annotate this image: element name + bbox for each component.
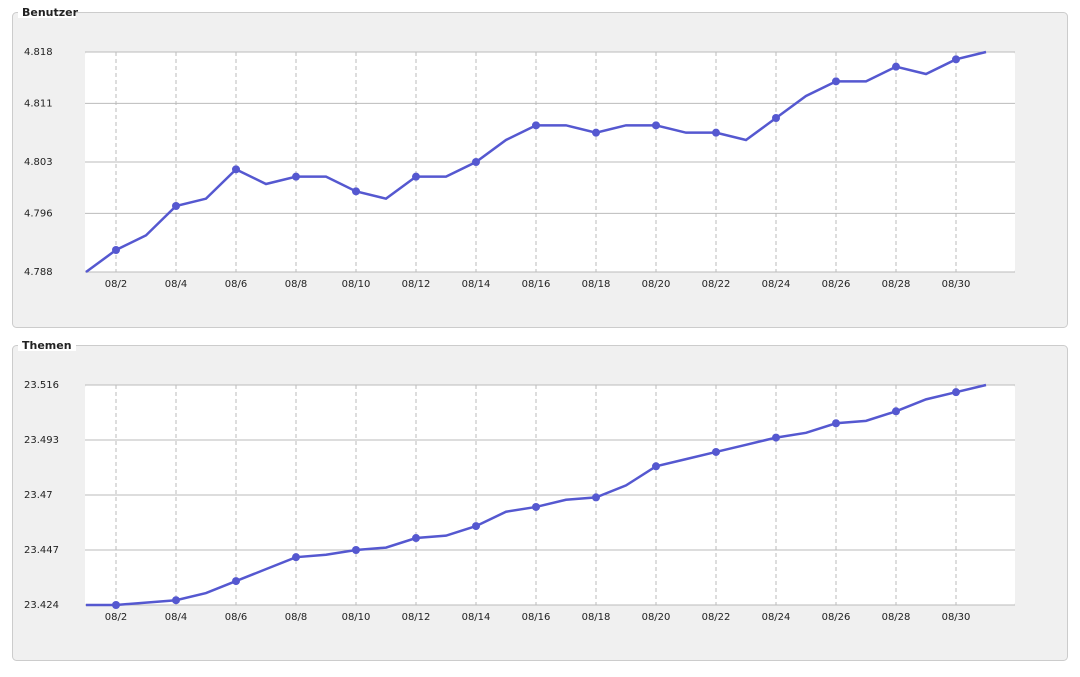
x-tick-label: 08/4 xyxy=(165,279,187,290)
point xyxy=(772,114,780,122)
x-tick-label: 08/22 xyxy=(702,612,731,623)
title-bg xyxy=(18,6,76,18)
x-tick-label: 08/22 xyxy=(702,279,731,290)
y-tick-label: 23.516 xyxy=(24,380,59,391)
x-tick-label: 08/26 xyxy=(822,612,851,623)
point xyxy=(532,502,540,511)
x-tick-label: 08/16 xyxy=(522,612,551,623)
x-tick-label: 08/10 xyxy=(342,612,371,623)
x-tick-label: 08/12 xyxy=(402,612,431,623)
x-tick-label: 08/30 xyxy=(942,279,971,290)
point xyxy=(952,388,960,397)
x-tick-label: 08/24 xyxy=(762,612,791,623)
y-tick-label: 23.424 xyxy=(24,600,59,611)
point xyxy=(592,128,600,137)
x-tick-label: 08/2 xyxy=(105,279,127,290)
x-tick-label: 08/28 xyxy=(882,612,911,623)
title-bg xyxy=(18,339,76,351)
point xyxy=(712,447,720,456)
point xyxy=(232,577,240,586)
point xyxy=(292,553,300,562)
point xyxy=(652,462,660,471)
y-tick-label: 23.493 xyxy=(24,435,59,446)
x-tick-label: 08/12 xyxy=(402,279,431,290)
x-tick-label: 08/20 xyxy=(642,279,671,290)
point xyxy=(112,601,120,609)
point xyxy=(472,158,480,166)
x-tick-label: 08/14 xyxy=(462,612,491,623)
x-tick-label: 08/18 xyxy=(582,612,611,623)
y-tick-label: 4.818 xyxy=(24,47,53,58)
point xyxy=(712,128,720,137)
y-tick-label: 4.811 xyxy=(24,98,53,109)
x-tick-label: 08/8 xyxy=(285,612,307,623)
point xyxy=(772,433,780,442)
y-tick-label: 4.803 xyxy=(24,157,53,168)
point xyxy=(952,55,960,64)
panel-title: Themen xyxy=(22,339,72,352)
point xyxy=(892,407,900,416)
y-tick-label: 4.796 xyxy=(24,208,53,219)
x-tick-label: 08/2 xyxy=(105,612,127,623)
x-tick-label: 08/26 xyxy=(822,279,851,290)
x-tick-label: 08/24 xyxy=(762,279,791,290)
panel-title: Benutzer xyxy=(22,6,79,19)
x-tick-label: 08/14 xyxy=(462,279,491,290)
x-tick-label: 08/16 xyxy=(522,279,551,290)
x-tick-label: 08/4 xyxy=(165,612,187,623)
point xyxy=(832,419,840,428)
point xyxy=(832,77,840,86)
y-tick-label: 4.788 xyxy=(24,267,53,278)
point xyxy=(892,62,900,71)
point xyxy=(652,121,660,130)
point xyxy=(592,493,600,502)
x-tick-label: 08/30 xyxy=(942,612,971,623)
point xyxy=(352,546,360,554)
x-tick-label: 08/10 xyxy=(342,279,371,290)
point xyxy=(232,165,240,174)
x-tick-label: 08/18 xyxy=(582,279,611,290)
point xyxy=(172,596,180,605)
x-tick-label: 08/6 xyxy=(225,279,247,290)
point xyxy=(412,172,420,181)
point xyxy=(172,202,180,210)
point xyxy=(532,121,540,130)
point xyxy=(412,534,420,543)
x-tick-label: 08/6 xyxy=(225,612,247,623)
x-tick-label: 08/28 xyxy=(882,279,911,290)
point xyxy=(352,187,360,196)
x-tick-label: 08/8 xyxy=(285,279,307,290)
x-tick-label: 08/20 xyxy=(642,612,671,623)
y-tick-label: 23.47 xyxy=(24,490,53,501)
point xyxy=(292,172,300,181)
point xyxy=(112,246,120,254)
y-tick-label: 23.447 xyxy=(24,545,59,556)
point xyxy=(472,522,480,531)
